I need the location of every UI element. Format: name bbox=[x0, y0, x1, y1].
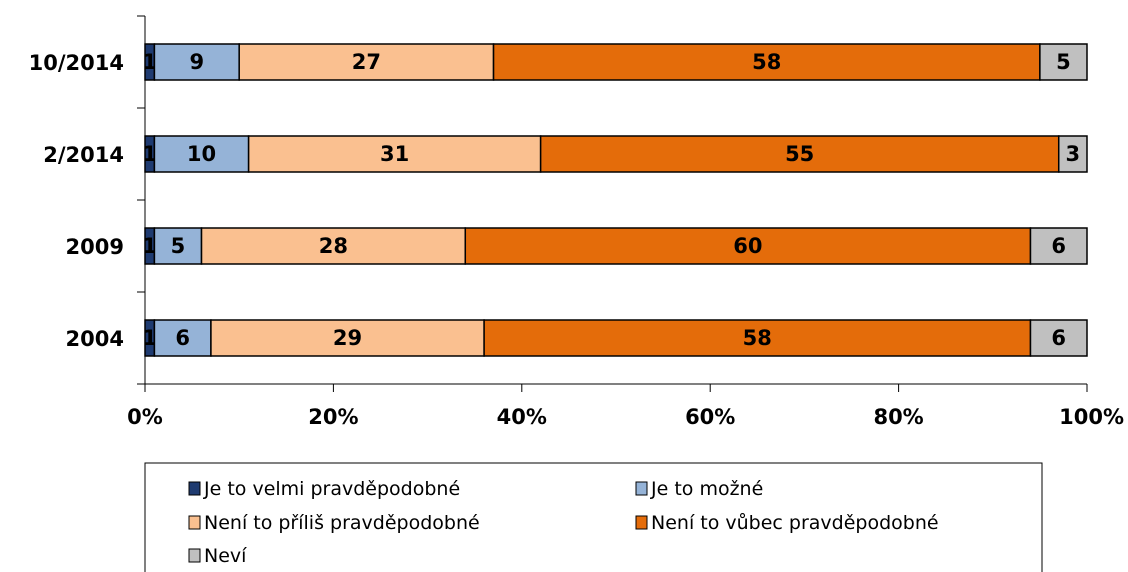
bars-layer: 1 9 27 58 51 10 31 55 31 5 28 60 61 6 29 58 6 bbox=[142, 43, 1088, 357]
legend-swatch bbox=[188, 548, 201, 563]
legend-box bbox=[144, 462, 1043, 572]
bar-segment bbox=[539, 135, 1060, 173]
data-label: 1 bbox=[142, 50, 157, 74]
data-label: 1 bbox=[142, 142, 157, 166]
x-tick-label: 40% bbox=[497, 405, 547, 429]
x-tick-label: 60% bbox=[685, 405, 735, 429]
data-label: 6 bbox=[175, 326, 190, 350]
bar-segment bbox=[1029, 227, 1088, 265]
bar-segment bbox=[153, 43, 240, 81]
category-label: 2/2014 bbox=[43, 143, 124, 167]
data-label: 10 bbox=[187, 142, 216, 166]
data-label: 9 bbox=[189, 50, 204, 74]
data-label: 1 bbox=[142, 234, 157, 258]
legend-label: Není to vůbec pravděpodobné bbox=[651, 512, 939, 534]
data-label: 29 bbox=[333, 326, 362, 350]
data-label: 1 bbox=[142, 326, 157, 350]
x-tick-label: 80% bbox=[873, 405, 923, 429]
category-label: 2004 bbox=[66, 327, 124, 351]
legend-swatch bbox=[635, 515, 648, 530]
data-label: 28 bbox=[319, 234, 348, 258]
data-label: 58 bbox=[752, 50, 781, 74]
bar-segment bbox=[1039, 43, 1088, 81]
x-tick-label: 100% bbox=[1059, 405, 1124, 429]
data-label: 6 bbox=[1051, 234, 1066, 258]
data-label: 55 bbox=[785, 142, 814, 166]
bar-segment bbox=[492, 43, 1041, 81]
legend-label: Není to příliš pravděpodobné bbox=[204, 512, 480, 534]
data-label: 6 bbox=[1051, 326, 1066, 350]
data-label: 58 bbox=[743, 326, 772, 350]
bar-segment bbox=[153, 135, 250, 173]
data-label: 31 bbox=[380, 142, 409, 166]
category-label: 10/2014 bbox=[29, 51, 124, 75]
data-label: 27 bbox=[352, 50, 381, 74]
x-tick-label: 20% bbox=[308, 405, 358, 429]
legend-swatch bbox=[188, 515, 201, 530]
legend: Je to velmi pravděpodobné Je to možné Není… bbox=[144, 462, 1043, 572]
bar-segment bbox=[483, 319, 1032, 357]
axes-layer: 10/2014 2/2014 2009 2004 0% 20% 40% 60% 80% 100% bbox=[29, 15, 1124, 429]
bar-segment bbox=[464, 227, 1032, 265]
data-label: 5 bbox=[1056, 50, 1071, 74]
legend-label: Neví bbox=[204, 545, 247, 567]
bar-segment bbox=[1029, 319, 1088, 357]
category-label: 2009 bbox=[66, 235, 124, 259]
legend-swatch bbox=[635, 481, 648, 496]
data-label: 5 bbox=[171, 234, 186, 258]
legend-label: Je to velmi pravděpodobné bbox=[203, 478, 460, 500]
bar-segment bbox=[200, 227, 467, 265]
bar-segment bbox=[1057, 135, 1088, 173]
bar-segment bbox=[153, 227, 203, 265]
x-tick-label: 0% bbox=[127, 405, 163, 429]
bar-segment bbox=[247, 135, 542, 173]
data-label: 3 bbox=[1066, 142, 1081, 166]
data-label: 60 bbox=[733, 234, 762, 258]
bar-segment bbox=[210, 319, 485, 357]
legend-label: Je to možné bbox=[650, 478, 763, 500]
legend-swatch bbox=[188, 481, 201, 496]
